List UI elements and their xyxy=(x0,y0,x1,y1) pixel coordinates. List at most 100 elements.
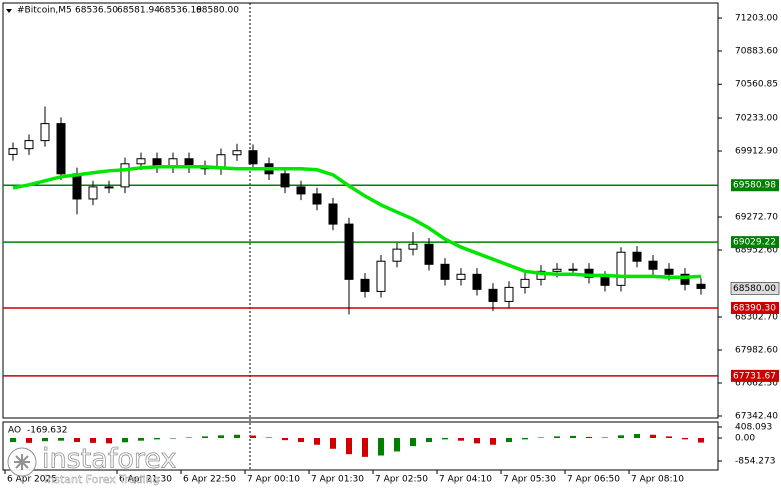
level-label-box xyxy=(731,301,779,314)
y-tick-label: 70233.00 xyxy=(735,114,778,124)
x-tick-label: 6 Apr 2025 xyxy=(7,475,57,485)
candle-body xyxy=(456,273,466,280)
ao-bar xyxy=(186,437,192,438)
ao-y-tick-label: 0.00 xyxy=(735,434,755,444)
ao-bar xyxy=(106,438,112,444)
y-tick-label: 67342.40 xyxy=(735,412,778,422)
ao-bar xyxy=(250,435,256,438)
ao-bar xyxy=(490,438,496,445)
candle-body xyxy=(584,268,594,278)
ao-bar xyxy=(10,438,16,443)
y-tick-label: 70560.85 xyxy=(735,80,778,90)
ao-bar xyxy=(586,436,592,438)
x-tick-label: 7 Apr 05:30 xyxy=(503,475,556,485)
x-tick-label: 7 Apr 06:50 xyxy=(567,475,620,485)
ao-bar xyxy=(618,435,624,438)
level-label: 69580.98 xyxy=(733,181,776,191)
ao-bar xyxy=(138,438,144,441)
ao-bar xyxy=(42,438,48,442)
ao-bar xyxy=(442,438,448,440)
ao-bar xyxy=(570,435,576,438)
ao-bar xyxy=(474,438,480,444)
last-price-label: 68580.00 xyxy=(733,284,776,294)
candle-body xyxy=(280,173,290,188)
y-tick-label: 67662.50 xyxy=(735,379,778,389)
ao-bar xyxy=(394,438,400,452)
x-tick-label: 7 Apr 08:10 xyxy=(631,475,684,485)
ao-bar xyxy=(538,437,544,438)
level-label: 67731.67 xyxy=(733,371,776,381)
candle-body xyxy=(648,260,658,270)
ao-bar xyxy=(682,438,688,440)
ao-bar xyxy=(666,436,672,438)
y-tick-label: 69272.70 xyxy=(735,213,778,223)
candle-body xyxy=(680,273,690,285)
ao-bar xyxy=(202,436,208,438)
ao-bar xyxy=(154,438,160,440)
ao-bar xyxy=(90,438,96,443)
ao-bar xyxy=(26,438,32,443)
candle-body xyxy=(536,270,546,280)
header-low: 68536.19 xyxy=(159,6,202,16)
candle-body xyxy=(296,186,306,195)
ao-bar xyxy=(122,438,128,443)
candle-body xyxy=(472,273,482,290)
ao-value: -169.632 xyxy=(27,426,67,436)
candle-body xyxy=(24,140,34,150)
candle-body xyxy=(312,193,322,205)
ao-bar xyxy=(458,438,464,441)
candle-body xyxy=(104,186,114,189)
ao-panel-frame xyxy=(2,421,719,471)
ao-bar xyxy=(266,437,272,438)
candle-body xyxy=(248,150,258,165)
ao-y-tick-label: -854.273 xyxy=(735,457,775,467)
x-tick-label: 7 Apr 01:30 xyxy=(311,475,364,485)
ao-bar xyxy=(234,434,240,438)
ao-bar xyxy=(218,435,224,438)
candle-body xyxy=(40,123,50,142)
y-tick-label: 67982.60 xyxy=(735,346,778,356)
level-label-box xyxy=(731,179,779,192)
header-open: 68536.50 xyxy=(75,6,118,16)
moving-average xyxy=(12,165,702,280)
candle-body xyxy=(424,243,434,265)
x-tick-label: 6 Apr 21:30 xyxy=(119,475,172,485)
logo-text: instaforex xyxy=(42,444,176,475)
ao-bar xyxy=(426,438,432,443)
y-tick-label: 70883.60 xyxy=(735,46,778,56)
ao-bar xyxy=(602,437,608,438)
header-high: 68581.94 xyxy=(117,6,160,16)
candle-body xyxy=(552,268,562,272)
ao-bar xyxy=(58,438,64,441)
ao-bar xyxy=(634,433,640,438)
ao-bar xyxy=(282,438,288,441)
y-tick-label: 68302.70 xyxy=(735,313,778,323)
candle-body xyxy=(72,173,82,200)
candle-body xyxy=(328,203,338,225)
level-label-box xyxy=(731,369,779,382)
candle-body xyxy=(664,268,674,275)
symbol: #Bitcoin,M5 xyxy=(17,6,72,16)
header-close: 68580.00 xyxy=(196,6,239,16)
ao-bar xyxy=(698,438,704,443)
ao-bar xyxy=(522,438,528,440)
y-tick-label: 69912.90 xyxy=(735,147,778,157)
ao-bar xyxy=(362,438,368,457)
ao-bar xyxy=(330,438,336,449)
candle-body xyxy=(392,248,402,262)
candle-body xyxy=(632,251,642,262)
logo-tagline: Instant Forex Trading xyxy=(44,473,160,486)
candle-body xyxy=(440,263,450,280)
candle-body xyxy=(344,223,354,280)
candle-body xyxy=(600,276,610,286)
candle-body xyxy=(696,283,706,289)
candle-body xyxy=(232,150,242,156)
candle-body xyxy=(56,123,66,175)
y-tick-label: 68952.60 xyxy=(735,246,778,256)
ao-name: AO xyxy=(8,426,21,436)
ao-bar xyxy=(346,438,352,455)
ao-bar xyxy=(314,438,320,445)
ao-bar xyxy=(650,434,656,438)
x-tick-label: 7 Apr 04:10 xyxy=(439,475,492,485)
